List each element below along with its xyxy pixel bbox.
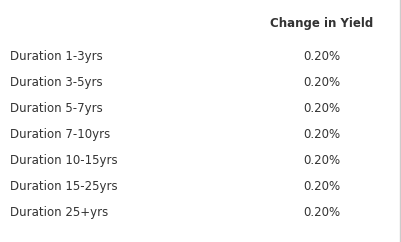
- Text: 0.20%: 0.20%: [302, 180, 339, 193]
- Text: 0.20%: 0.20%: [302, 206, 339, 219]
- Text: 0.20%: 0.20%: [302, 128, 339, 141]
- Text: Change in Yield: Change in Yield: [269, 17, 372, 30]
- Text: Duration 10-15yrs: Duration 10-15yrs: [10, 154, 117, 167]
- Text: Duration 1-3yrs: Duration 1-3yrs: [10, 50, 103, 63]
- Text: Duration 5-7yrs: Duration 5-7yrs: [10, 102, 103, 115]
- Text: Duration 3-5yrs: Duration 3-5yrs: [10, 76, 102, 89]
- Text: 0.20%: 0.20%: [302, 154, 339, 167]
- Text: Duration 7-10yrs: Duration 7-10yrs: [10, 128, 110, 141]
- Text: Duration 15-25yrs: Duration 15-25yrs: [10, 180, 117, 193]
- Text: 0.20%: 0.20%: [302, 102, 339, 115]
- Text: 0.20%: 0.20%: [302, 76, 339, 89]
- Text: 0.20%: 0.20%: [302, 50, 339, 63]
- Text: Duration 25+yrs: Duration 25+yrs: [10, 206, 108, 219]
